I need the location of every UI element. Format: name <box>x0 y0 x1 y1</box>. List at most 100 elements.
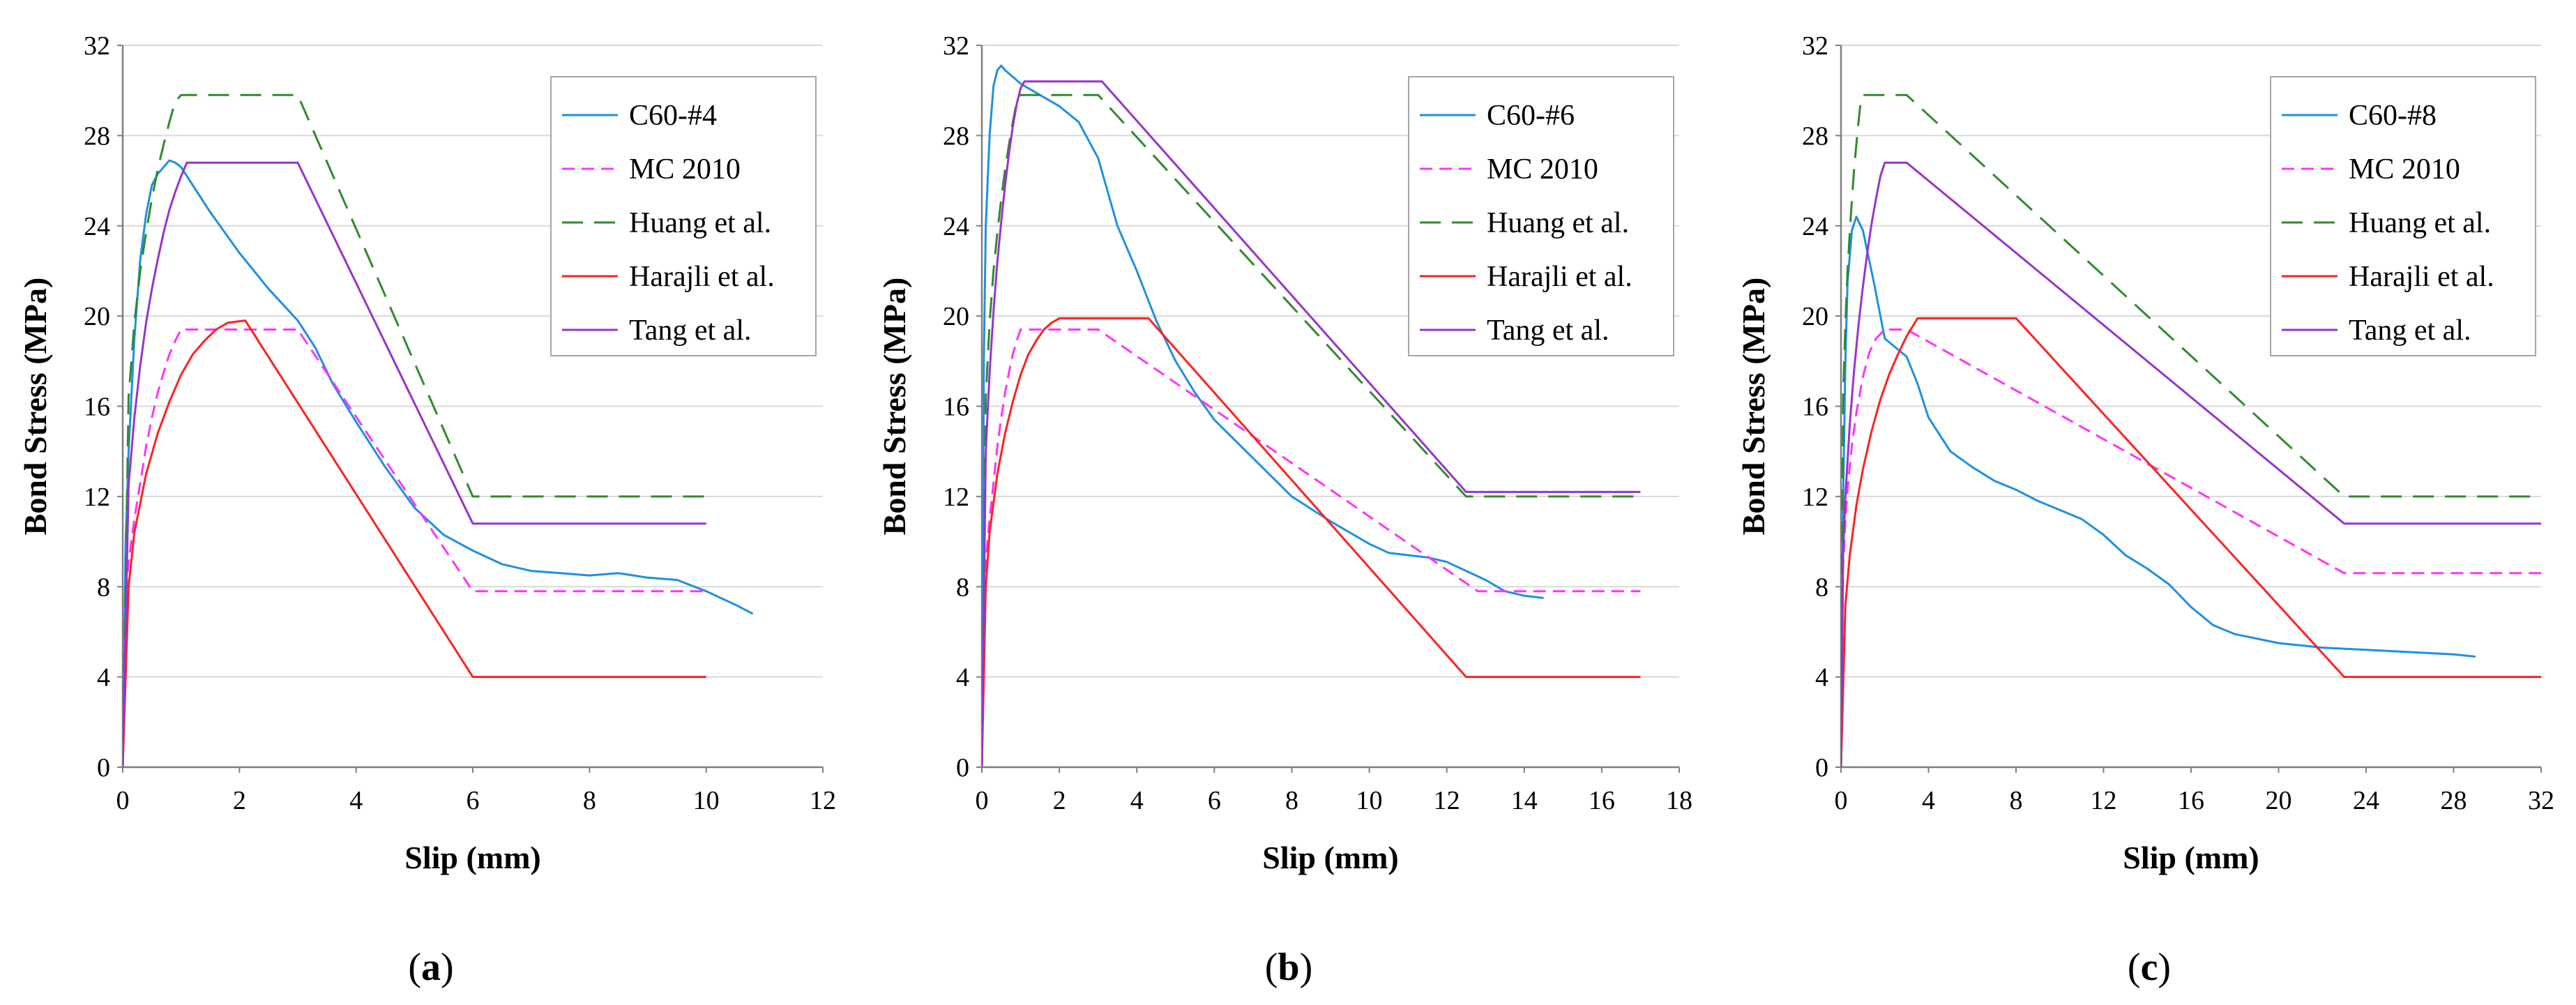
y-tick-label: 4 <box>97 663 110 693</box>
series-line-harajli-et-al <box>123 319 706 768</box>
x-tick-label: 6 <box>467 786 480 815</box>
y-axis-title: Bond Stress (MPa) <box>1736 278 1771 536</box>
x-tick-label: 8 <box>1285 786 1298 815</box>
legend-box <box>550 76 817 356</box>
y-tick-label: 20 <box>1802 302 1828 331</box>
panel-label-close: ) <box>2158 946 2171 989</box>
y-tick-label: 28 <box>84 121 110 151</box>
panel-label-letter: c <box>2141 946 2158 989</box>
panel-label: (b) <box>1265 946 1312 989</box>
legend-label: Tang et al. <box>1487 315 1609 347</box>
series-line-huang-et-al <box>982 93 1641 768</box>
legend-label: C60-#4 <box>629 100 717 132</box>
y-tick-label: 4 <box>956 663 969 693</box>
y-tick-label: 8 <box>1815 573 1828 602</box>
panel-label-open: ( <box>1265 946 1278 989</box>
y-axis-title: Bond Stress (MPa) <box>877 278 912 536</box>
panel-label: (a) <box>408 946 453 989</box>
series-line-harajli-et-al <box>1841 317 2541 768</box>
y-tick-label: 12 <box>943 483 969 512</box>
x-tick-label: 12 <box>2091 786 2117 815</box>
y-tick-label: 8 <box>956 573 969 602</box>
x-tick-label: 2 <box>233 786 246 815</box>
x-tick-label: 10 <box>693 786 720 815</box>
legend-label: Harajli et al. <box>1487 261 1632 293</box>
legend: C60-#8 MC 2010 Huang et al. Harajli et al. T… <box>2270 76 2536 356</box>
y-tick-label: 20 <box>84 302 110 331</box>
y-tick-label: 32 <box>1802 31 1828 61</box>
y-tick-label: 28 <box>943 121 969 151</box>
x-tick-label: 12 <box>810 786 836 815</box>
y-tick-label: 8 <box>97 573 110 602</box>
panel-label-open: ( <box>2128 946 2141 989</box>
series-line-huang-et-al <box>1841 93 2541 768</box>
y-tick-label: 0 <box>956 753 969 783</box>
x-axis-title: Slip (mm) <box>404 840 541 875</box>
legend-label: Tang et al. <box>629 315 752 347</box>
x-tick-label: 4 <box>1130 786 1144 815</box>
chart-panel-c: 0 4 8 12 16 20 24 28 32 0 4 8 12 16 20 24 28 32 Slip (mm) B… <box>1736 31 2554 989</box>
series-group <box>123 93 754 768</box>
x-tick-label: 4 <box>1922 786 1935 815</box>
legend-label: MC 2010 <box>1487 153 1598 186</box>
x-tick-label: 32 <box>2528 786 2554 815</box>
y-tick-label: 16 <box>84 393 110 422</box>
y-tick-label: 16 <box>943 393 969 422</box>
legend-label: MC 2010 <box>629 153 741 186</box>
x-tick-label: 8 <box>2010 786 2023 815</box>
legend-label: Harajli et al. <box>2349 261 2494 293</box>
x-tick-label: 28 <box>2441 786 2467 815</box>
series-group <box>1841 93 2541 768</box>
x-tick-label: 20 <box>2266 786 2292 815</box>
legend-box <box>2270 76 2536 356</box>
x-tick-label: 14 <box>1511 786 1538 815</box>
x-tick-label: 6 <box>1208 786 1221 815</box>
panel-label-close: ) <box>441 946 454 989</box>
y-axis-title: Bond Stress (MPa) <box>17 278 53 536</box>
x-tick-label: 24 <box>2353 786 2379 815</box>
x-tick-label: 2 <box>1053 786 1066 815</box>
legend-label: Huang et al. <box>1487 207 1629 239</box>
x-tick-label: 0 <box>1835 786 1848 815</box>
y-tick-label: 24 <box>943 212 969 241</box>
panel-label-close: ) <box>1300 946 1313 989</box>
legend-label: Huang et al. <box>2349 207 2491 239</box>
series-group <box>982 64 1641 768</box>
y-tick-label: 0 <box>97 753 110 783</box>
x-tick-label: 8 <box>583 786 596 815</box>
legend: C60-#6 MC 2010 Huang et al. Harajli et al. T… <box>1408 76 1674 356</box>
y-tick-label: 24 <box>1802 212 1828 241</box>
panel-label-letter: a <box>421 946 441 989</box>
y-tick-label: 20 <box>943 302 969 331</box>
legend-label: Harajli et al. <box>629 261 775 293</box>
legend-label: Tang et al. <box>2349 315 2471 347</box>
y-tick-label: 24 <box>84 212 110 241</box>
x-tick-label: 0 <box>116 786 130 815</box>
y-tick-label: 16 <box>1802 393 1828 422</box>
panel-label-open: ( <box>408 946 421 989</box>
x-tick-label: 16 <box>2178 786 2204 815</box>
legend: C60-#4 MC 2010 Huang et al. Harajli et al. T… <box>550 76 817 356</box>
panel-label: (c) <box>2128 946 2171 989</box>
x-tick-label: 4 <box>349 786 363 815</box>
x-tick-label: 12 <box>1434 786 1460 815</box>
y-tick-label: 32 <box>943 31 969 61</box>
legend-box <box>1408 76 1674 356</box>
series-line-huang-et-al <box>123 93 706 768</box>
series-line-tang-et-al <box>1841 161 2541 768</box>
x-axis-title: Slip (mm) <box>1262 840 1399 875</box>
series-line-harajli-et-al <box>982 317 1641 768</box>
series-line-mc-2010 <box>982 328 1641 768</box>
y-tick-label: 0 <box>1815 753 1828 783</box>
series-line-c60-6 <box>982 64 1544 768</box>
y-tick-label: 4 <box>1815 663 1828 693</box>
series-line-c60-4 <box>123 159 754 768</box>
x-axis-title: Slip (mm) <box>2123 840 2259 875</box>
legend-label: C60-#6 <box>1487 100 1575 132</box>
series-line-tang-et-al <box>982 80 1641 768</box>
y-tick-label: 12 <box>1802 483 1828 512</box>
panel-label-letter: b <box>1278 946 1299 989</box>
